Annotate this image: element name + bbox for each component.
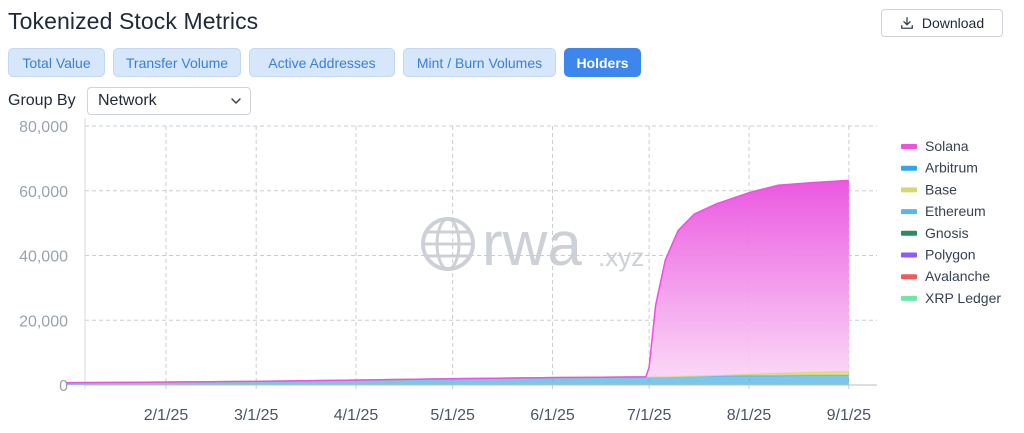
watermark-text: rwa [482,210,582,279]
legend-label: Ethereum [925,203,986,219]
tab-total-value[interactable]: Total Value [8,48,105,77]
y-tick-label: 20,000 [19,313,68,330]
chevron-down-icon [231,98,241,104]
tab-holders[interactable]: Holders [564,48,641,77]
holders-chart: 0 20,000 40,000 60,000 80,000 2/1/25 3/1/25 4/1… [19,118,1001,424]
legend-label: Gnosis [925,225,969,241]
group-by-value: Network [98,92,157,109]
group-by-select[interactable]: Network [87,87,251,115]
legend-swatch [901,230,917,236]
legend-label: Solana [925,138,969,154]
group-by-label: Group By [8,92,76,109]
watermark: rwa .xyz [421,210,644,279]
legend-label: Avalanche [925,268,990,284]
legend-label: XRP Ledger [925,290,1001,306]
tab-active-addresses[interactable]: Active Addresses [249,48,395,77]
x-tick-label: 3/1/25 [234,407,279,424]
download-button-label: Download [921,15,985,31]
legend-swatch [901,144,917,149]
x-tick-label: 5/1/25 [430,407,475,424]
legend-label: Base [925,181,957,197]
x-tick-label: 6/1/25 [530,407,575,424]
line-solana [66,179,849,384]
x-tick-label: 7/1/25 [627,407,672,424]
area-solana [66,180,849,383]
y-tick-label: 0 [59,378,68,395]
download-icon [900,17,913,29]
legend-swatch [901,165,917,171]
legend-label: Arbitrum [925,160,978,176]
x-tick-label: 8/1/25 [727,407,772,424]
tab-mint-burn-volumes[interactable]: Mint / Burn Volumes [403,48,556,77]
tab-transfer-volume[interactable]: Transfer Volume [113,48,241,77]
legend-swatch [901,274,917,280]
y-tick-label: 60,000 [19,184,68,201]
legend-label: Polygon [925,247,976,263]
download-button[interactable]: Download [881,9,1003,37]
legend-swatch [901,295,917,301]
y-tick-label: 80,000 [19,119,68,136]
legend-swatch [901,252,917,258]
legend-swatch [901,209,917,215]
area-ethereum [66,375,849,385]
legend-swatch [901,187,917,193]
y-tick-label: 40,000 [19,249,68,266]
page-title: Tokenized Stock Metrics [8,8,259,34]
x-tick-label: 2/1/25 [144,407,189,424]
watermark-suffix: .xyz [598,242,644,272]
x-tick-label: 9/1/25 [827,407,872,424]
x-tick-label: 4/1/25 [334,407,379,424]
